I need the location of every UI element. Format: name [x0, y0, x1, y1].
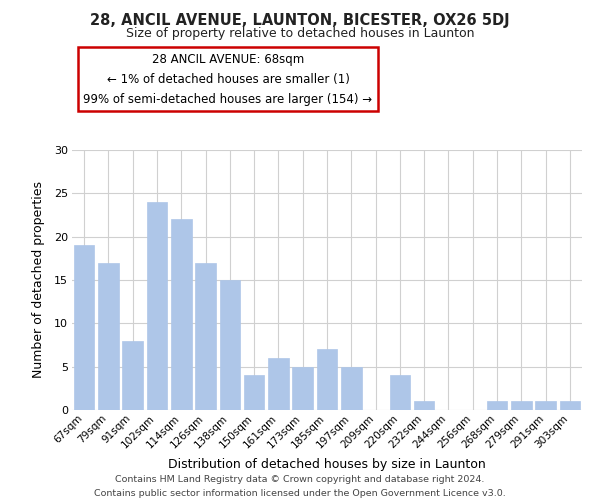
Text: 28, ANCIL AVENUE, LAUNTON, BICESTER, OX26 5DJ: 28, ANCIL AVENUE, LAUNTON, BICESTER, OX2…	[90, 12, 510, 28]
Bar	[74, 246, 94, 410]
Bar	[244, 376, 265, 410]
Text: Contains HM Land Registry data © Crown copyright and database right 2024.
Contai: Contains HM Land Registry data © Crown c…	[94, 476, 506, 498]
Bar	[146, 202, 167, 410]
Bar	[317, 350, 337, 410]
Bar	[98, 262, 119, 410]
Bar	[560, 402, 580, 410]
Bar	[220, 280, 240, 410]
Bar	[195, 262, 216, 410]
Text: 28 ANCIL AVENUE: 68sqm
← 1% of detached houses are smaller (1)
99% of semi-detac: 28 ANCIL AVENUE: 68sqm ← 1% of detached …	[83, 52, 373, 106]
Bar	[268, 358, 289, 410]
Bar	[292, 366, 313, 410]
Bar	[535, 402, 556, 410]
Bar	[389, 376, 410, 410]
Bar	[487, 402, 508, 410]
Bar	[122, 340, 143, 410]
Bar	[341, 366, 362, 410]
Bar	[511, 402, 532, 410]
Text: Size of property relative to detached houses in Launton: Size of property relative to detached ho…	[126, 28, 474, 40]
X-axis label: Distribution of detached houses by size in Launton: Distribution of detached houses by size …	[168, 458, 486, 471]
Bar	[171, 220, 191, 410]
Bar	[414, 402, 434, 410]
Y-axis label: Number of detached properties: Number of detached properties	[32, 182, 46, 378]
